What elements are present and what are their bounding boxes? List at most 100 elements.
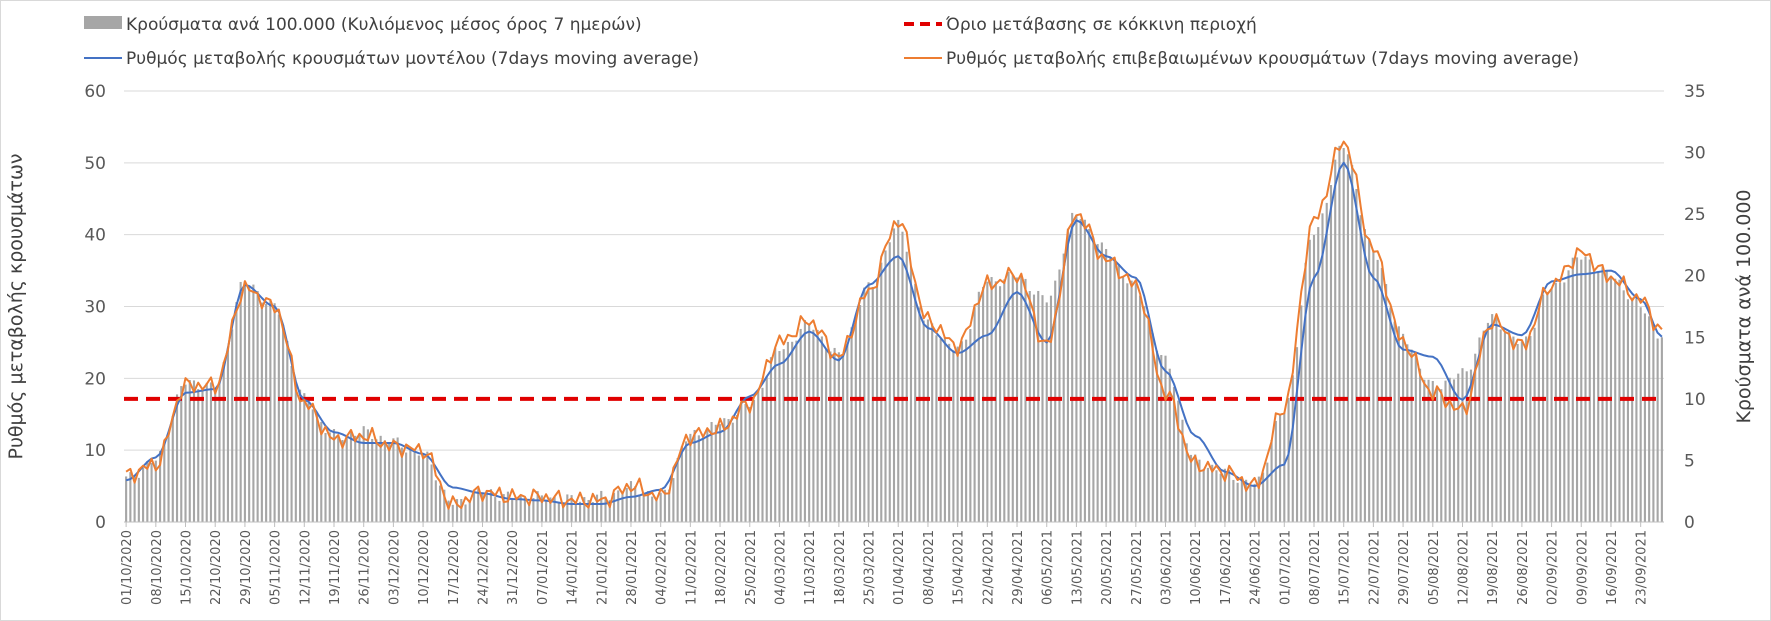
x-tick-label: 31/12/2020 [506, 530, 521, 605]
bar [1533, 327, 1536, 522]
bar [1096, 244, 1099, 522]
bar [1601, 267, 1604, 522]
bar [180, 386, 183, 522]
x-tick-label: 11/03/2021 [803, 530, 818, 605]
x-tick-label: 14/01/2021 [566, 530, 581, 605]
bar [875, 280, 879, 522]
bar [977, 291, 980, 522]
bar [1550, 288, 1553, 522]
bar [926, 319, 929, 522]
x-tick-label: 22/07/2021 [1367, 530, 1382, 605]
bar [1571, 257, 1574, 522]
bar [935, 335, 938, 522]
bar [137, 477, 140, 522]
bar [167, 436, 170, 522]
bar [655, 498, 658, 522]
y-left-tick-label: 30 [84, 298, 106, 318]
x-tick-label: 22/04/2021 [981, 530, 996, 605]
bar [719, 424, 722, 522]
bar [579, 501, 582, 522]
bar [392, 438, 395, 522]
bar [396, 437, 399, 522]
bar [1652, 326, 1655, 522]
bar [1206, 467, 1209, 522]
bar [1626, 299, 1629, 522]
bar [1402, 333, 1405, 522]
bar [612, 493, 616, 522]
bar [833, 347, 836, 522]
bar [1092, 241, 1095, 523]
bar [311, 409, 314, 522]
bar [1406, 344, 1409, 522]
bar [1372, 250, 1375, 522]
bar [286, 340, 289, 522]
bar [252, 284, 255, 522]
bar [1419, 368, 1422, 522]
y-right-tick-label: 5 [1684, 451, 1695, 471]
bar [307, 402, 310, 522]
bar [842, 355, 845, 522]
bar [1249, 486, 1252, 522]
bar [248, 285, 251, 522]
bar [214, 388, 217, 522]
bar [1635, 298, 1638, 522]
y-left-tick-label: 50 [84, 154, 106, 174]
bar [1071, 212, 1074, 523]
bar [714, 424, 717, 522]
bar [154, 460, 157, 522]
bar [1088, 229, 1091, 522]
bar [914, 283, 917, 522]
bar [434, 480, 437, 522]
bar [1457, 373, 1460, 522]
y-left-tick-label: 60 [84, 82, 106, 102]
bar [778, 351, 781, 522]
bar [782, 349, 785, 522]
bar [850, 327, 853, 522]
bar [1257, 476, 1260, 522]
x-tick-label: 27/05/2021 [1130, 530, 1145, 605]
bar [638, 494, 641, 522]
bar [1491, 314, 1494, 522]
bar [646, 491, 649, 522]
bar [341, 440, 344, 522]
bar [1143, 306, 1146, 522]
bar [566, 494, 569, 522]
bar [1622, 290, 1625, 522]
bar [222, 362, 225, 522]
bar [1389, 307, 1392, 522]
bar [1185, 443, 1188, 522]
bar [468, 500, 471, 522]
bar [642, 493, 645, 522]
bar [986, 281, 989, 522]
bar [1287, 398, 1290, 522]
bar [146, 461, 149, 522]
x-tick-label: 07/01/2021 [536, 530, 551, 605]
bar [1262, 472, 1265, 522]
bar [735, 415, 739, 522]
bar [1329, 185, 1333, 523]
bar [197, 389, 200, 522]
bar [999, 286, 1002, 522]
bar [163, 443, 166, 522]
bar [1376, 259, 1379, 522]
bar [209, 382, 213, 522]
bar [1605, 270, 1608, 522]
x-tick-label: 01/04/2021 [892, 530, 907, 605]
bar [1368, 238, 1371, 522]
bar [1346, 154, 1349, 522]
bar [676, 457, 679, 522]
bar [256, 291, 259, 522]
bar [1584, 256, 1587, 522]
legend-label: Ρυθμός μεταβολής κρουσμάτων μοντέλου (7d… [126, 49, 699, 69]
bar [188, 380, 191, 522]
bar [315, 411, 319, 522]
bar [464, 504, 467, 522]
bar [1643, 313, 1646, 522]
bar [159, 450, 162, 522]
bar [1177, 400, 1180, 522]
bar [1317, 227, 1320, 522]
bar [769, 357, 773, 522]
bar [1495, 317, 1498, 522]
x-tick-label: 19/08/2021 [1486, 530, 1501, 605]
x-tick-label: 11/02/2021 [684, 530, 699, 605]
